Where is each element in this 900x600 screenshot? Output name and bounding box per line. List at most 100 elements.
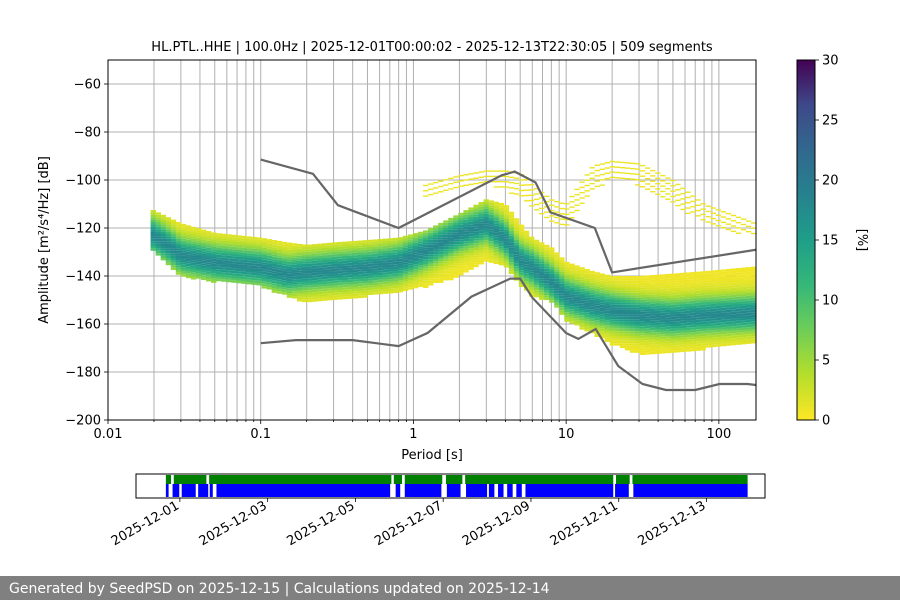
density-cell xyxy=(428,237,434,240)
density-cell xyxy=(680,277,686,281)
density-cell xyxy=(645,275,651,278)
density-cell xyxy=(650,284,656,288)
density-cell xyxy=(554,286,560,289)
density-cell xyxy=(402,288,409,292)
density-cell xyxy=(306,287,313,291)
density-cell xyxy=(367,280,373,284)
density-cell xyxy=(513,268,520,272)
density-cell xyxy=(165,241,172,244)
density-cell xyxy=(503,231,510,234)
density-cell xyxy=(306,254,313,257)
density-cell xyxy=(312,270,318,273)
density-cell xyxy=(332,266,338,269)
density-cell xyxy=(423,285,429,288)
density-cell xyxy=(175,233,182,237)
density-cell xyxy=(347,255,353,259)
density-cell xyxy=(221,269,227,273)
outlier-cell xyxy=(473,182,479,185)
density-cell xyxy=(685,342,691,345)
outlier-cell xyxy=(705,205,711,207)
density-cell xyxy=(675,309,681,312)
density-cell xyxy=(407,239,414,242)
density-cell xyxy=(453,224,459,228)
density-cell xyxy=(695,271,701,275)
outlier-cell xyxy=(518,184,525,186)
density-cell xyxy=(594,317,600,321)
density-cell xyxy=(498,219,505,223)
density-cell xyxy=(433,280,439,283)
density-cell xyxy=(634,333,641,336)
density-cell xyxy=(508,233,515,236)
density-cell xyxy=(534,258,540,262)
density-cell xyxy=(705,275,711,279)
outlier-cell xyxy=(579,202,585,204)
density-cell xyxy=(185,251,192,255)
outlier-cell xyxy=(594,180,600,182)
density-cell xyxy=(312,275,318,278)
density-cell xyxy=(392,273,399,277)
density-cell xyxy=(735,320,742,324)
density-cell xyxy=(645,342,651,345)
density-cell xyxy=(554,271,560,275)
density-cell xyxy=(554,288,560,291)
density-cell xyxy=(690,334,696,337)
density-cell xyxy=(539,259,545,262)
density-cell xyxy=(629,304,636,308)
density-cell xyxy=(407,277,414,281)
density-cell xyxy=(327,245,333,248)
density-cell xyxy=(604,303,610,306)
density-cell xyxy=(276,274,283,277)
density-cell xyxy=(513,247,520,250)
density-cell xyxy=(468,248,474,251)
density-cell xyxy=(675,326,681,329)
density-cell xyxy=(463,229,469,232)
density-cell xyxy=(317,298,323,302)
density-cell xyxy=(650,308,656,312)
density-cell xyxy=(291,279,298,282)
density-cell xyxy=(286,261,293,265)
density-cell xyxy=(695,346,701,349)
density-cell xyxy=(670,288,676,291)
density-cell xyxy=(745,312,752,316)
density-cell xyxy=(639,350,646,353)
density-cell xyxy=(584,329,590,332)
density-cell xyxy=(675,333,681,336)
density-cell xyxy=(473,211,479,215)
density-cell xyxy=(463,214,469,218)
density-cell xyxy=(367,254,373,257)
density-cell xyxy=(362,266,368,269)
density-cell xyxy=(201,270,207,273)
density-cell xyxy=(488,234,494,237)
density-cell xyxy=(453,270,459,273)
density-cell xyxy=(730,340,737,343)
outlier-cell xyxy=(629,167,636,170)
density-cell xyxy=(185,256,192,259)
density-cell xyxy=(327,242,333,246)
density-cell xyxy=(478,226,484,229)
density-cell xyxy=(639,342,646,346)
density-cell xyxy=(377,248,383,252)
timeline-bars xyxy=(165,475,748,497)
outlier-cell xyxy=(645,172,651,175)
density-cell xyxy=(670,336,676,339)
density-cell xyxy=(377,291,383,295)
density-cell xyxy=(660,303,666,306)
density-cell xyxy=(710,270,716,273)
density-cell xyxy=(488,255,494,259)
density-cell xyxy=(342,268,348,271)
density-cell xyxy=(458,222,464,225)
density-cell xyxy=(740,298,747,302)
density-cell xyxy=(236,259,242,262)
density-cell xyxy=(322,245,328,248)
density-cell xyxy=(392,264,399,267)
outlier-cell xyxy=(599,173,605,176)
x-tick-label: 0.1 xyxy=(250,427,271,442)
density-cell xyxy=(256,275,262,279)
outlier-cell xyxy=(634,168,641,170)
density-cell xyxy=(342,292,348,295)
density-cell xyxy=(236,266,242,269)
outlier-cell xyxy=(559,213,565,215)
density-cell xyxy=(528,272,535,276)
density-cell xyxy=(296,260,303,264)
density-cell xyxy=(387,243,394,246)
